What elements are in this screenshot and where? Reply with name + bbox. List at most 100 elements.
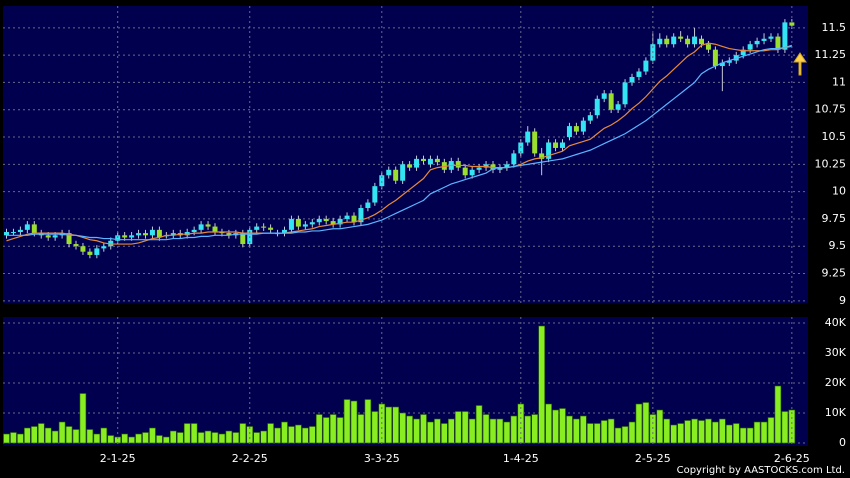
y-tick-label: 10.5 bbox=[822, 130, 847, 143]
volume-bar bbox=[482, 414, 490, 444]
candle-body bbox=[434, 158, 440, 163]
candle-body bbox=[462, 167, 468, 176]
volume-bar bbox=[364, 399, 372, 444]
candle-body bbox=[122, 235, 128, 238]
y-tick-label: 30K bbox=[825, 346, 847, 359]
volume-bar bbox=[712, 421, 719, 444]
y-tick-label: 10.75 bbox=[815, 103, 847, 116]
volume-bar bbox=[705, 418, 712, 444]
volume-bar bbox=[719, 418, 726, 444]
candle-body bbox=[302, 224, 308, 227]
candle-body bbox=[101, 246, 107, 249]
volume-bar bbox=[156, 435, 163, 444]
candle-body bbox=[170, 233, 176, 236]
candle-body bbox=[295, 218, 301, 227]
volume-bar bbox=[79, 393, 87, 444]
volume-bar bbox=[454, 411, 462, 444]
volume-bar bbox=[510, 415, 518, 444]
candle-body bbox=[4, 232, 9, 236]
y-tick-label: 10.25 bbox=[815, 157, 847, 170]
candle-body bbox=[768, 36, 774, 39]
volume-bar bbox=[218, 433, 226, 444]
candle-body bbox=[309, 222, 315, 225]
volume-bar bbox=[732, 423, 740, 444]
volume-bar bbox=[420, 414, 427, 444]
candle-body bbox=[643, 60, 649, 72]
candle-body bbox=[476, 167, 482, 170]
volume-bar bbox=[552, 409, 559, 444]
candle-body bbox=[414, 158, 420, 168]
candle-body bbox=[136, 233, 142, 236]
candle-body bbox=[504, 164, 510, 168]
candle-body bbox=[636, 71, 642, 77]
volume-bar bbox=[225, 430, 233, 444]
candle-body bbox=[615, 104, 621, 110]
volume-bar bbox=[475, 405, 483, 444]
volume-bar bbox=[357, 414, 365, 444]
volume-bar bbox=[607, 418, 615, 444]
candle-body bbox=[782, 22, 788, 50]
candle-body bbox=[678, 36, 684, 39]
volume-bar bbox=[281, 421, 288, 444]
volume-bar bbox=[190, 423, 198, 444]
volume-bar bbox=[760, 421, 768, 444]
candle-body bbox=[191, 229, 197, 233]
volume-bar bbox=[100, 427, 108, 444]
volume-bar bbox=[170, 430, 177, 444]
candle-body bbox=[580, 120, 586, 132]
volume-bar bbox=[392, 406, 400, 444]
volume-bar bbox=[315, 414, 323, 444]
candle-body bbox=[379, 175, 385, 187]
candle-body bbox=[240, 233, 246, 245]
candle-body bbox=[421, 158, 426, 162]
candle-body bbox=[657, 38, 663, 45]
volume-bar bbox=[267, 423, 274, 444]
candle-body bbox=[525, 131, 531, 143]
volume-bar bbox=[385, 406, 393, 444]
y-tick-label: 10 bbox=[832, 185, 846, 198]
y-tick-label: 9.75 bbox=[822, 212, 847, 225]
volume-bar bbox=[65, 426, 73, 444]
volume-bar bbox=[635, 403, 643, 444]
volume-bar bbox=[767, 417, 775, 444]
y-tick-label: 40K bbox=[825, 316, 847, 329]
candle-body bbox=[566, 126, 572, 138]
volume-bar bbox=[739, 427, 747, 444]
volume-bar bbox=[698, 420, 705, 444]
volume-bar bbox=[691, 418, 698, 444]
volume-bar bbox=[746, 427, 754, 444]
volume-bar bbox=[489, 418, 497, 444]
volume-bar bbox=[86, 429, 94, 444]
candle-body bbox=[115, 235, 121, 241]
y-tick-label: 11 bbox=[832, 75, 846, 88]
volume-bar bbox=[183, 423, 191, 444]
candle-body bbox=[427, 158, 433, 165]
candle-body bbox=[254, 226, 260, 230]
candle-body bbox=[546, 142, 552, 159]
y-tick-label: 11.5 bbox=[822, 21, 847, 34]
volume-bar bbox=[441, 423, 448, 444]
candle-body bbox=[393, 169, 399, 181]
volume-bar bbox=[135, 433, 142, 444]
volume-bar bbox=[302, 427, 309, 444]
candle-body bbox=[358, 208, 364, 223]
volume-bar bbox=[447, 418, 455, 444]
volume-bar bbox=[531, 414, 539, 444]
candle-body bbox=[629, 76, 635, 83]
volume-bar bbox=[232, 432, 240, 444]
candle-body bbox=[149, 229, 155, 236]
candle-body bbox=[560, 142, 565, 148]
volume-bar bbox=[72, 429, 80, 444]
candle-body bbox=[372, 186, 378, 203]
candle-body bbox=[740, 49, 746, 56]
volume-bar bbox=[44, 427, 52, 444]
volume-bar bbox=[37, 423, 45, 444]
candle-body bbox=[400, 164, 406, 181]
volume-bar bbox=[3, 433, 10, 444]
moving-average-line bbox=[6, 42, 793, 245]
volume-bar bbox=[628, 421, 636, 444]
x-tick-label: 2-5-25 bbox=[635, 452, 671, 465]
volume-bar bbox=[600, 420, 608, 444]
x-tick-label: 2-1-25 bbox=[100, 452, 136, 465]
